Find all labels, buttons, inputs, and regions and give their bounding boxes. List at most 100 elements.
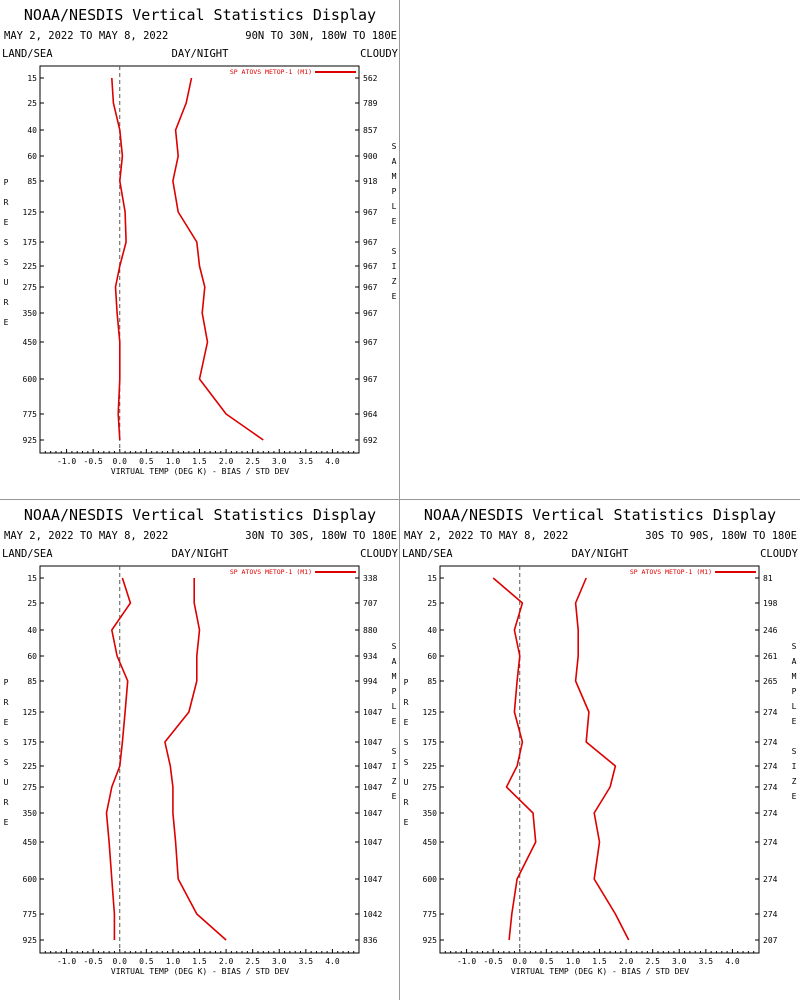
x-tick-label: -1.0	[57, 457, 76, 466]
x-tick-label: 3.5	[699, 957, 714, 966]
y2-axis-label-char: L	[392, 702, 397, 711]
y-axis-label-char: E	[4, 218, 9, 227]
sample-size-label: 274	[763, 910, 778, 919]
sample-size-label: 857	[363, 126, 378, 135]
y-axis-label-char: P	[4, 178, 9, 187]
sample-size-label: 1047	[363, 738, 382, 747]
vertical-separator-bottom	[399, 500, 400, 1000]
sample-size-label: 274	[763, 762, 778, 771]
sample-size-label: 707	[363, 599, 378, 608]
sample-size-label: 274	[763, 738, 778, 747]
y-axis-label-char: E	[4, 818, 9, 827]
y2-axis-label-char: E	[392, 717, 397, 726]
pressure-level-label: 350	[23, 809, 38, 818]
plot-frame	[39, 565, 360, 954]
region-label: 30N TO 30S, 180W TO 180E	[245, 530, 397, 542]
y2-axis-label-char: E	[792, 792, 797, 801]
sample-size-label: 994	[363, 677, 378, 686]
pressure-level-label: 925	[23, 436, 38, 445]
x-tick-label: 0.5	[139, 957, 154, 966]
y2-axis-label-char: A	[392, 157, 397, 166]
x-tick-label: 2.0	[219, 957, 234, 966]
y-axis-label-char: R	[4, 698, 9, 707]
sample-size-label: 562	[363, 74, 378, 83]
x-tick-label: 3.5	[299, 957, 314, 966]
x-axis-label: VIRTUAL TEMP (DEG K) - BIAS / STD DEV	[111, 967, 289, 976]
y2-axis-label-char: P	[792, 687, 797, 696]
y2-axis-label-char: I	[792, 762, 797, 771]
cloudy-label: CLOUDY	[360, 548, 399, 560]
x-tick-label: 2.5	[245, 957, 260, 966]
x-tick-label: 3.0	[272, 957, 287, 966]
sample-size-label: 1042	[363, 910, 382, 919]
sample-size-label: 274	[763, 809, 778, 818]
y-axis-label-char: E	[4, 718, 9, 727]
sample-size-label: 274	[763, 838, 778, 847]
y2-axis-label-char: S	[392, 642, 397, 651]
x-tick-label: 1.0	[566, 957, 581, 966]
y-axis-label-char: S	[4, 738, 9, 747]
x-tick-label: 2.5	[245, 457, 260, 466]
x-tick-label: 1.0	[166, 957, 181, 966]
day-night-label: DAY/NIGHT	[572, 548, 630, 560]
legend-label: SP ATOVS METOP-1 (M1)	[630, 568, 712, 576]
chart-title: NOAA/NESDIS Vertical Statistics Display	[24, 6, 376, 24]
x-tick-label: 0.5	[139, 457, 154, 466]
pressure-level-label: 225	[23, 262, 38, 271]
x-tick-label: -1.0	[457, 957, 476, 966]
land-sea-label: LAND/SEA	[2, 548, 53, 560]
pressure-level-label: 450	[23, 838, 38, 847]
series-bias-line	[492, 577, 537, 941]
y-axis-label-char: E	[404, 718, 409, 727]
pressure-level-label: 175	[23, 738, 38, 747]
pressure-level-label: 775	[423, 910, 438, 919]
x-tick-label: 4.0	[325, 457, 340, 466]
y-axis-label-char: S	[4, 758, 9, 767]
x-tick-label: 3.0	[272, 457, 287, 466]
y-axis-label-char: E	[4, 318, 9, 327]
sample-size-label: 967	[363, 375, 378, 384]
y-axis-label-char: R	[4, 198, 9, 207]
x-tick-label: 0.5	[539, 957, 554, 966]
x-axis-label: VIRTUAL TEMP (DEG K) - BIAS / STD DEV	[511, 967, 689, 976]
pressure-level-label: 225	[23, 762, 38, 771]
y2-axis-label-char: Z	[392, 277, 397, 286]
pressure-level-label: 25	[427, 599, 437, 608]
chart-panel-south: NOAA/NESDIS Vertical Statistics Display M…	[402, 506, 799, 976]
sample-size-label: 967	[363, 338, 378, 347]
pressure-level-label: 25	[27, 99, 37, 108]
y-axis-label-char: S	[404, 758, 409, 767]
y-axis-label-char: S	[4, 258, 9, 267]
y2-axis-label-char: P	[392, 187, 397, 196]
sample-size-label: 918	[363, 177, 378, 186]
chart-panel-tropics: NOAA/NESDIS Vertical Statistics Display M…	[2, 506, 399, 976]
pressure-level-label: 350	[423, 809, 438, 818]
sample-size-label: 261	[763, 652, 778, 661]
sample-size-label: 900	[363, 152, 378, 161]
y-axis-label-char: E	[404, 818, 409, 827]
y2-axis-label-char: S	[392, 247, 397, 256]
sample-size-label: 246	[763, 626, 778, 635]
pressure-level-label: 225	[423, 762, 438, 771]
pressure-level-label: 60	[27, 652, 37, 661]
sample-size-label: 836	[363, 936, 378, 945]
pressure-level-label: 60	[27, 152, 37, 161]
y-axis-label-char: R	[4, 298, 9, 307]
pressure-level-label: 600	[423, 875, 438, 884]
y2-axis-label-char: L	[392, 202, 397, 211]
y-axis-label-char: S	[4, 238, 9, 247]
sample-size-label: 967	[363, 283, 378, 292]
pressure-level-label: 85	[27, 677, 37, 686]
pressure-level-label: 85	[27, 177, 37, 186]
series-bias-line	[111, 77, 127, 441]
sample-size-label: 964	[363, 410, 378, 419]
x-tick-label: 2.0	[619, 957, 634, 966]
sample-size-label: 692	[363, 436, 378, 445]
y2-axis-label-char: Z	[792, 777, 797, 786]
legend-label: SP ATOVS METOP-1 (M1)	[230, 68, 312, 76]
y-axis-label-char: R	[404, 698, 409, 707]
pressure-level-label: 40	[27, 126, 37, 135]
pressure-level-label: 925	[23, 936, 38, 945]
series-bias-line	[105, 577, 132, 940]
pressure-level-label: 25	[27, 599, 37, 608]
